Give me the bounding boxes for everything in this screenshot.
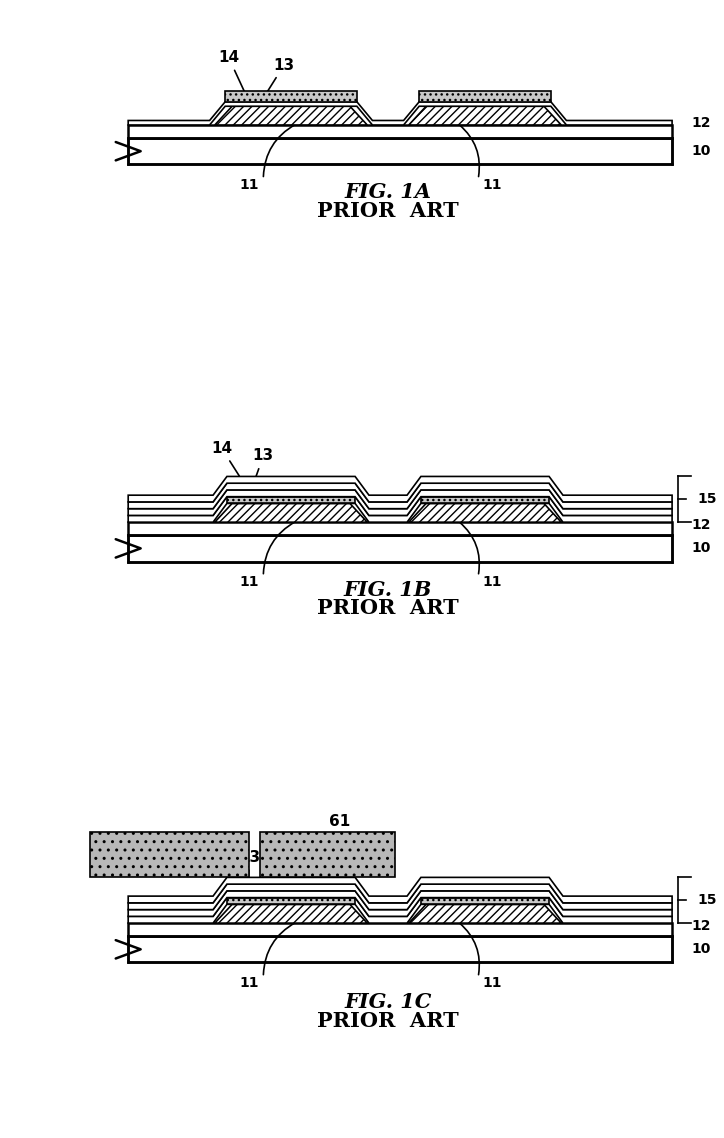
Polygon shape bbox=[128, 101, 672, 125]
Polygon shape bbox=[128, 138, 672, 164]
Text: 14: 14 bbox=[218, 50, 245, 92]
Text: 13: 13 bbox=[239, 850, 260, 898]
Text: 15: 15 bbox=[697, 893, 717, 907]
Text: 14: 14 bbox=[204, 843, 232, 873]
Polygon shape bbox=[128, 937, 672, 963]
Polygon shape bbox=[260, 832, 395, 877]
Text: 11: 11 bbox=[482, 575, 502, 589]
Polygon shape bbox=[215, 503, 367, 522]
Polygon shape bbox=[409, 503, 561, 522]
Polygon shape bbox=[227, 898, 355, 905]
Polygon shape bbox=[128, 923, 672, 937]
Text: PRIOR  ART: PRIOR ART bbox=[317, 1011, 459, 1031]
Polygon shape bbox=[409, 905, 561, 923]
Polygon shape bbox=[128, 490, 672, 516]
Text: 11: 11 bbox=[482, 178, 502, 192]
Text: FIG. 1A: FIG. 1A bbox=[345, 182, 432, 203]
Text: 12: 12 bbox=[691, 518, 711, 533]
Text: PRIOR  ART: PRIOR ART bbox=[317, 201, 459, 221]
Text: 15: 15 bbox=[697, 493, 717, 506]
Text: 11: 11 bbox=[240, 575, 259, 589]
Polygon shape bbox=[421, 496, 549, 503]
Text: 10: 10 bbox=[691, 145, 711, 158]
Polygon shape bbox=[128, 477, 672, 502]
Text: 13: 13 bbox=[261, 58, 295, 101]
Text: FIG. 1C: FIG. 1C bbox=[345, 992, 432, 1012]
Polygon shape bbox=[128, 898, 672, 923]
Polygon shape bbox=[225, 91, 357, 101]
Polygon shape bbox=[421, 898, 549, 905]
Polygon shape bbox=[128, 496, 672, 522]
Text: 10: 10 bbox=[691, 942, 711, 956]
Polygon shape bbox=[215, 905, 367, 923]
Text: PRIOR  ART: PRIOR ART bbox=[317, 599, 459, 618]
Text: 14: 14 bbox=[211, 440, 240, 476]
Text: FIG. 1B: FIG. 1B bbox=[344, 579, 432, 600]
Text: 12: 12 bbox=[691, 920, 711, 933]
Text: 13: 13 bbox=[248, 448, 274, 497]
Polygon shape bbox=[128, 522, 672, 535]
Polygon shape bbox=[128, 535, 672, 561]
Text: 11: 11 bbox=[240, 178, 259, 192]
Text: 11: 11 bbox=[240, 976, 259, 990]
Polygon shape bbox=[227, 496, 355, 503]
Polygon shape bbox=[128, 891, 672, 916]
Polygon shape bbox=[409, 106, 561, 125]
Polygon shape bbox=[215, 106, 367, 125]
Text: 61: 61 bbox=[329, 814, 379, 854]
Text: 12: 12 bbox=[691, 116, 711, 130]
Polygon shape bbox=[90, 832, 250, 877]
Polygon shape bbox=[128, 125, 672, 138]
Text: 10: 10 bbox=[691, 542, 711, 555]
Polygon shape bbox=[128, 877, 672, 902]
Polygon shape bbox=[419, 91, 551, 101]
Polygon shape bbox=[128, 884, 672, 909]
Polygon shape bbox=[128, 484, 672, 509]
Text: 11: 11 bbox=[482, 976, 502, 990]
